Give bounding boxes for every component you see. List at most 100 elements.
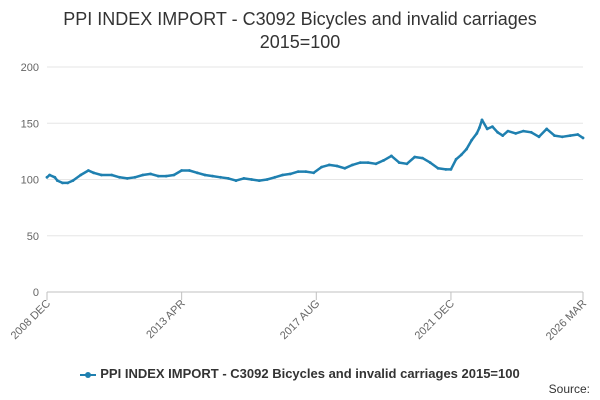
data-point[interactable] xyxy=(478,126,481,130)
data-point[interactable] xyxy=(366,161,370,165)
data-point[interactable] xyxy=(459,153,463,157)
data-point[interactable] xyxy=(485,127,489,131)
x-tick-label: 2013 APR xyxy=(144,298,188,342)
data-point[interactable] xyxy=(475,132,479,135)
data-point[interactable] xyxy=(320,165,323,169)
data-point[interactable] xyxy=(397,161,401,165)
data-point[interactable] xyxy=(335,164,339,168)
data-point[interactable] xyxy=(465,147,468,151)
data-point[interactable] xyxy=(514,132,518,135)
data-point[interactable] xyxy=(491,125,494,128)
data-point[interactable] xyxy=(66,181,70,185)
data-point[interactable] xyxy=(92,171,95,175)
data-point[interactable] xyxy=(273,175,277,179)
data-point[interactable] xyxy=(79,173,83,177)
data-point[interactable] xyxy=(454,157,458,161)
y-tick-label: 50 xyxy=(27,231,39,243)
data-point[interactable] xyxy=(576,133,580,136)
data-point[interactable] xyxy=(48,173,51,177)
data-point[interactable] xyxy=(211,174,215,178)
data-point[interactable] xyxy=(219,175,222,179)
data-point[interactable] xyxy=(537,135,541,139)
data-point[interactable] xyxy=(156,174,160,178)
x-tick-label: 2021 DEC xyxy=(413,298,457,342)
data-point[interactable] xyxy=(470,138,474,142)
data-point[interactable] xyxy=(61,181,64,185)
data-point[interactable] xyxy=(413,155,417,159)
data-point[interactable] xyxy=(149,172,153,176)
data-point[interactable] xyxy=(506,129,510,133)
data-point[interactable] xyxy=(53,175,57,179)
x-axis: 2008 DEC 2013 APR 2017 AUG 2021 DEC 2026 MAR xyxy=(9,291,589,343)
y-axis: 0 50 100 150 200 xyxy=(21,62,39,299)
data-point[interactable] xyxy=(436,166,440,170)
data-point[interactable] xyxy=(195,171,199,175)
data-point[interactable] xyxy=(188,169,191,172)
y-tick-label: 0 xyxy=(33,287,39,299)
data-point[interactable] xyxy=(110,173,114,177)
data-point[interactable] xyxy=(296,170,300,174)
data-point[interactable] xyxy=(304,170,308,174)
y-tick-label: 100 xyxy=(21,175,39,187)
legend-label: PPI INDEX IMPORT - C3092 Bicycles and in… xyxy=(100,366,520,381)
data-point[interactable] xyxy=(382,159,385,162)
data-point[interactable] xyxy=(496,130,499,134)
data-point[interactable] xyxy=(87,169,90,172)
data-point[interactable] xyxy=(45,175,49,179)
data-point[interactable] xyxy=(480,118,484,122)
data-point[interactable] xyxy=(405,162,409,166)
data-point[interactable] xyxy=(141,173,145,177)
data-point[interactable] xyxy=(226,177,230,180)
data-point[interactable] xyxy=(529,130,533,134)
data-point[interactable] xyxy=(257,179,261,183)
data-point[interactable] xyxy=(118,175,121,179)
source-label: Source: xyxy=(548,382,590,396)
chart-title: PPI INDEX IMPORT - C3092 Bicycles and in… xyxy=(0,8,600,54)
data-point[interactable] xyxy=(281,173,284,177)
data-point[interactable] xyxy=(428,161,432,165)
data-point[interactable] xyxy=(56,179,59,183)
data-point[interactable] xyxy=(545,127,549,131)
data-point[interactable] xyxy=(374,162,378,166)
data-point[interactable] xyxy=(265,178,269,181)
data-point[interactable] xyxy=(203,173,207,177)
data-point[interactable] xyxy=(100,173,103,177)
data-point[interactable] xyxy=(180,169,184,172)
data-point[interactable] xyxy=(234,179,238,183)
data-point[interactable] xyxy=(351,163,354,167)
data-point[interactable] xyxy=(71,179,75,183)
series-layer xyxy=(45,118,585,185)
y-tick-label: 200 xyxy=(21,62,39,74)
data-point[interactable] xyxy=(327,163,331,167)
data-point[interactable] xyxy=(133,175,137,179)
chart-title-line-1: PPI INDEX IMPORT - C3092 Bicycles and in… xyxy=(63,9,537,29)
data-point[interactable] xyxy=(312,171,316,175)
data-point[interactable] xyxy=(553,134,556,138)
data-point[interactable] xyxy=(125,177,129,180)
data-point[interactable] xyxy=(581,136,585,140)
data-point[interactable] xyxy=(358,161,362,165)
data-point[interactable] xyxy=(560,135,564,139)
y-tick-label: 150 xyxy=(21,118,39,130)
legend-line-marker-icon xyxy=(80,370,97,380)
data-point[interactable] xyxy=(289,172,292,176)
data-point[interactable] xyxy=(164,174,168,178)
x-tick-label: 2017 AUG xyxy=(278,298,322,342)
data-point[interactable] xyxy=(242,177,246,180)
data-point[interactable] xyxy=(390,154,393,158)
data-point[interactable] xyxy=(444,168,448,171)
data-point[interactable] xyxy=(172,173,176,177)
chart-title-line-2: 2015=100 xyxy=(259,32,341,52)
data-point[interactable] xyxy=(568,134,572,138)
data-point[interactable] xyxy=(421,156,424,160)
series-line-0 xyxy=(45,118,585,185)
data-point[interactable] xyxy=(522,129,525,133)
data-point[interactable] xyxy=(449,168,453,171)
grid-lines xyxy=(47,66,583,237)
data-point[interactable] xyxy=(501,134,505,138)
x-tick-label: 2008 DEC xyxy=(9,298,53,342)
data-point[interactable] xyxy=(343,166,347,170)
data-point[interactable] xyxy=(250,178,254,181)
legend[interactable]: PPI INDEX IMPORT - C3092 Bicycles and in… xyxy=(0,366,600,381)
